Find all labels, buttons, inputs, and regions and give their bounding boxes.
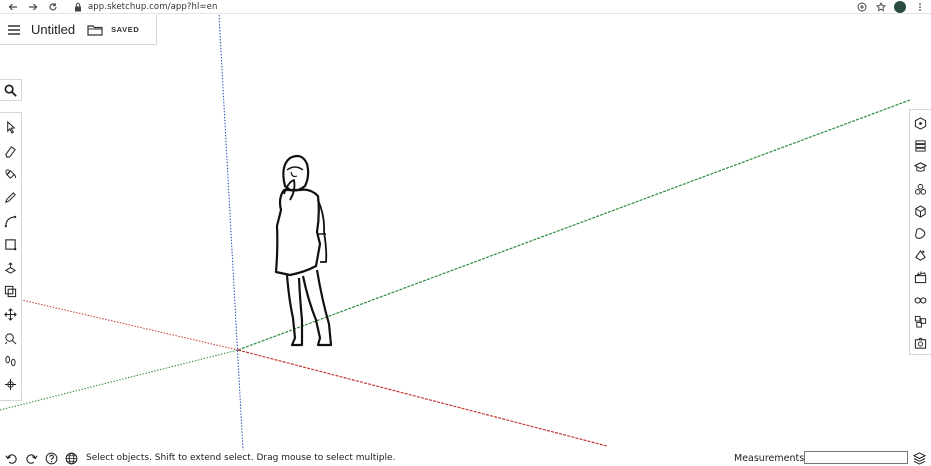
instructor-panel[interactable] [912,134,930,156]
star-icon[interactable] [875,2,886,13]
hamburger-menu-icon[interactable] [3,19,25,41]
scenes-icon [915,249,926,261]
scale-figure [274,154,333,347]
eraser-tool[interactable] [2,139,20,162]
back-arrow-icon[interactable] [6,0,20,14]
entity-info-panel[interactable] [912,112,930,134]
offset-icon [4,285,17,298]
orbit-icon [4,379,17,391]
red-axis-dotted [0,294,239,351]
status-message: Select objects. Shift to extend select. … [86,453,396,463]
components-panel[interactable] [912,156,930,178]
camera-icon [914,337,927,349]
push-pull-tool[interactable] [2,256,20,279]
rectangle-tool[interactable] [2,233,20,256]
cubes-icon [914,315,927,328]
red-axis [237,349,608,447]
scene-canvas [0,15,911,451]
tag-icon [915,227,926,239]
lock-icon [74,2,82,12]
select-tool[interactable] [2,116,20,139]
left-toolbar [0,112,22,401]
app-header: Untitled SAVED [0,15,157,45]
solid-inspector-panel[interactable] [912,310,930,332]
line-tool[interactable] [2,186,20,209]
styles-cube-icon [915,204,926,218]
scenes-panel[interactable] [912,244,930,266]
move-arrows-icon [4,308,17,322]
footsteps-icon [5,356,16,367]
tape-measure-icon [4,333,17,345]
modeling-viewport[interactable] [0,15,931,451]
search-button[interactable] [0,79,22,101]
measurements-label: Measurements [734,453,805,464]
arc-tool[interactable] [2,210,20,233]
globe-icon[interactable] [62,450,80,466]
outliner-panel[interactable] [912,332,930,354]
undo-icon[interactable] [2,450,20,466]
styles-panel[interactable] [912,200,930,222]
green-axis [237,99,911,351]
tape-measure-tool[interactable] [2,327,20,350]
materials-panel[interactable] [912,178,930,200]
redo-icon[interactable] [22,450,40,466]
forward-arrow-icon[interactable] [26,0,40,14]
clapperboard-icon [914,270,927,283]
more-menu-icon[interactable] [914,2,925,13]
add-tab-icon[interactable] [856,2,867,13]
graduation-cap-icon [914,161,927,172]
orbit-tool[interactable] [2,373,20,396]
rectangle-icon [5,239,17,251]
push-pull-icon [4,261,17,274]
blue-axis-dotted [218,15,244,451]
status-bar: Select objects. Shift to extend select. … [0,450,931,466]
url-text[interactable]: app.sketchup.com/app?hl=en [88,1,218,12]
document-title[interactable]: Untitled [31,22,76,37]
move-tool[interactable] [2,303,20,326]
display-panel[interactable] [912,288,930,310]
cursor-arrow-icon [7,121,16,134]
folder-icon[interactable] [87,23,105,37]
tags-panel[interactable] [912,222,930,244]
measurements-input[interactable] [804,451,908,464]
eraser-icon [5,145,16,158]
green-axis-dotted [0,349,239,411]
help-icon[interactable] [42,450,60,466]
layers-icon [915,139,926,152]
scene-stack-icon[interactable] [911,451,927,465]
pencil-icon [5,192,16,204]
paint-bucket-icon [5,169,17,179]
offset-tool[interactable] [2,280,20,303]
walk-tool[interactable] [2,350,20,373]
axes [0,15,911,451]
browser-address-bar: app.sketchup.com/app?hl=en [0,0,931,14]
glasses-icon [914,296,927,304]
arc-icon [4,215,17,228]
search-icon [4,84,17,97]
paint-bucket-tool[interactable] [2,163,20,186]
save-status-badge: SAVED [111,25,140,34]
materials-icon [914,183,927,195]
shadows-panel[interactable] [912,266,930,288]
cube-info-icon [914,116,927,130]
reload-icon[interactable] [46,0,60,14]
right-panel-bar [909,109,931,355]
profile-avatar[interactable] [894,1,906,13]
